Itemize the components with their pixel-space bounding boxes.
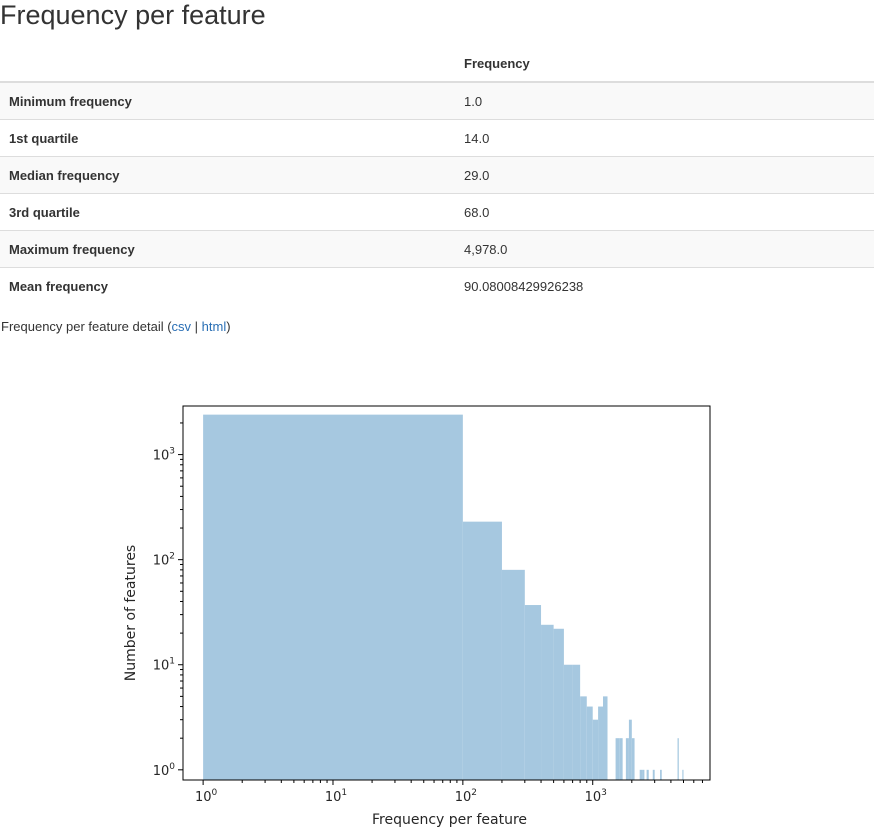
- row-value: 4,978.0: [455, 230, 874, 268]
- y-tick-label: 100: [153, 762, 176, 779]
- detail-prefix: Frequency per feature detail (: [1, 319, 172, 334]
- detail-links: Frequency per feature detail (csv | html…: [1, 319, 231, 334]
- histogram-bar: [524, 605, 542, 780]
- row-value: 90.08008429926238: [455, 267, 874, 304]
- detail-separator: |: [191, 319, 202, 334]
- histogram-bar: [628, 719, 632, 780]
- histogram-bar: [682, 769, 684, 780]
- histogram-bar: [642, 769, 645, 780]
- histogram-bar: [639, 769, 643, 780]
- histogram-bar: [580, 696, 587, 780]
- table-row: 3rd quartile 68.0: [0, 193, 874, 231]
- x-tick-label: 100: [195, 788, 218, 805]
- histogram-bar: [598, 706, 604, 780]
- plot-frame: [182, 405, 711, 781]
- table-header-frequency: Frequency: [455, 46, 874, 83]
- histogram-bar: [625, 738, 629, 780]
- row-label: 3rd quartile: [0, 193, 455, 231]
- histogram-bar: [660, 769, 662, 780]
- histogram-bars: [203, 414, 684, 780]
- axis-ticks: 100 101 102 103 100 101 102 103: [153, 422, 703, 805]
- row-value: 14.0: [455, 119, 874, 157]
- histogram-bar: [603, 696, 608, 780]
- row-label: Median frequency: [0, 156, 455, 194]
- histogram-bar: [203, 414, 463, 780]
- histogram-bar: [677, 738, 679, 780]
- table-row: Mean frequency 90.08008429926238: [0, 267, 874, 304]
- row-value: 68.0: [455, 193, 874, 231]
- histogram-bar: [462, 521, 502, 780]
- x-tick-label: 101: [325, 788, 347, 805]
- histogram-bar: [541, 624, 554, 780]
- table-row: 1st quartile 14.0: [0, 119, 874, 157]
- histogram-bar: [563, 664, 573, 780]
- table-header-row: Frequency: [0, 46, 874, 83]
- detail-suffix: ): [226, 319, 231, 334]
- histogram-bar: [572, 664, 581, 780]
- histogram-bar: [592, 719, 599, 780]
- x-tick-label: 102: [455, 788, 477, 805]
- frequency-stats-table: Frequency Minimum frequency 1.0 1st quar…: [0, 46, 874, 304]
- histogram-bar: [553, 628, 564, 780]
- row-value: 1.0: [455, 81, 874, 120]
- histogram-bar: [631, 738, 635, 780]
- table-header-empty: [0, 46, 455, 83]
- row-value: 29.0: [455, 156, 874, 194]
- csv-link[interactable]: csv: [171, 319, 192, 334]
- histogram-bar: [501, 569, 525, 780]
- page-title: Frequency per feature: [0, 0, 266, 30]
- y-tick-label: 101: [153, 657, 175, 674]
- x-axis-label: Frequency per feature: [372, 812, 527, 828]
- y-tick-label: 103: [153, 447, 175, 464]
- histogram-bar: [652, 769, 655, 780]
- table-row: Minimum frequency 1.0: [0, 81, 874, 120]
- histogram-bar: [646, 769, 649, 780]
- row-label: Minimum frequency: [0, 81, 455, 120]
- row-label: Mean frequency: [0, 267, 455, 304]
- row-label: Maximum frequency: [0, 230, 455, 268]
- histogram-bar: [615, 738, 620, 780]
- histogram-bar: [619, 738, 623, 780]
- y-tick-label: 102: [153, 552, 175, 569]
- table-row: Maximum frequency 4,978.0: [0, 230, 874, 268]
- frequency-histogram: 100 101 102 103 100 101 102 103 Frequency per f…: [123, 405, 711, 828]
- y-axis-label: Number of features: [123, 545, 139, 681]
- table-row: Median frequency 29.0: [0, 156, 874, 194]
- html-link[interactable]: html: [201, 319, 227, 334]
- histogram-bar: [586, 706, 593, 780]
- row-label: 1st quartile: [0, 119, 455, 157]
- x-tick-label: 103: [585, 788, 607, 805]
